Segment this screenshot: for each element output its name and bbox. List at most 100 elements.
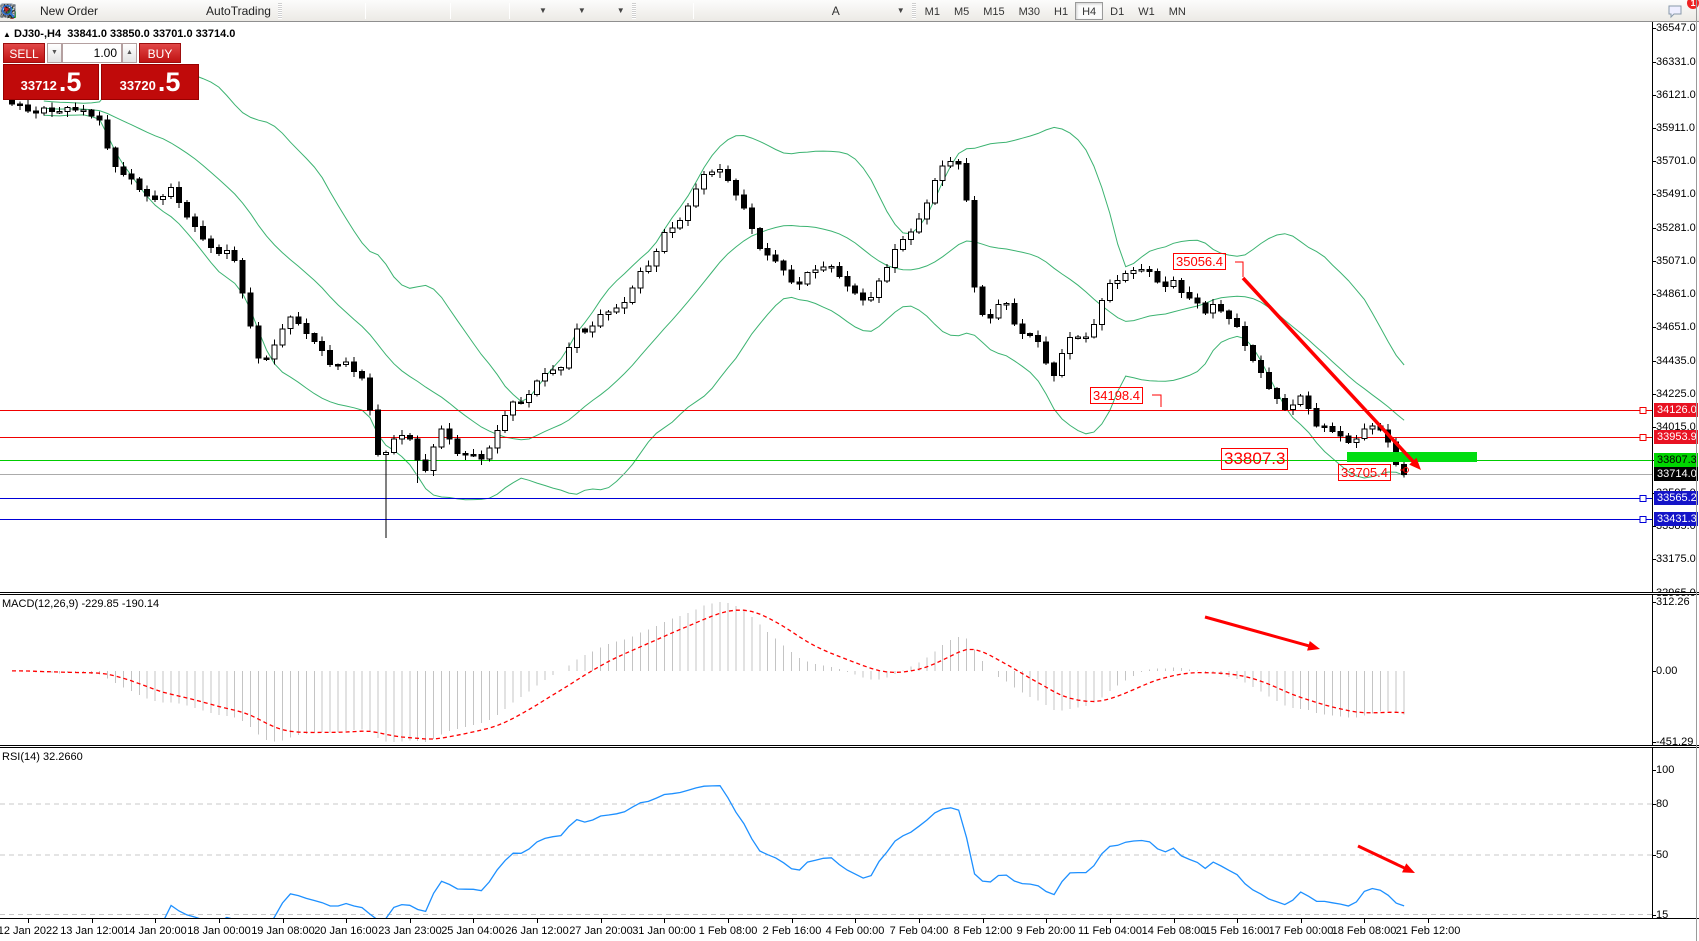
zoom-out-button[interactable] <box>1 1 421 21</box>
separator <box>364 2 366 19</box>
volume-decrease-button[interactable]: ▼ <box>47 43 62 63</box>
toolbar-grip <box>631 2 636 19</box>
vline-tool[interactable] <box>7 1 723 21</box>
cursor-tool[interactable] <box>4 1 664 21</box>
buy-price-frac: .5 <box>157 67 181 97</box>
timeframe-h1[interactable]: H1 <box>1054 5 1069 18</box>
autoscroll-button[interactable] <box>2 1 506 21</box>
time-tick-label: 7 Feb 04:00 <box>889 925 949 937</box>
tile-windows-icon <box>0 3 442 19</box>
time-tick-label: 27 Jan 20:00 <box>569 925 633 937</box>
shapes-icon <box>3 3 892 19</box>
tile-windows-button[interactable] <box>0 1 447 21</box>
candles-icon <box>1 3 331 19</box>
new-order-label: New Order <box>40 3 99 18</box>
zoom-in-button[interactable] <box>1 1 395 21</box>
window-right-border <box>1696 0 1697 941</box>
new-order-button[interactable]: New Order <box>1 1 103 21</box>
text-tool[interactable]: A <box>827 1 845 21</box>
timeframe-m5[interactable]: M5 <box>953 5 970 18</box>
time-tick-label: 31 Jan 00:00 <box>632 925 696 937</box>
chart-line-button[interactable] <box>1 1 362 21</box>
buy-price-main: 33720 <box>119 78 156 93</box>
price-axis[interactable] <box>1652 22 1699 918</box>
time-tick-label: 19 Jan 08:00 <box>251 925 315 937</box>
timeframe-h4[interactable]: H4 <box>1075 1 1104 20</box>
new-chart-button[interactable]: ▼ <box>0 1 552 21</box>
clock-icon <box>1 3 573 19</box>
indicators-button[interactable] <box>1 1 310 21</box>
time-tick-label: 4 Feb 00:00 <box>825 925 885 937</box>
zoom-in-icon <box>1 3 390 19</box>
gold-bar-icon <box>2 3 124 19</box>
dropdown-caret: ▼ <box>577 6 586 15</box>
sell-price-display[interactable]: 33712 .5 <box>3 64 99 100</box>
toolbar-grip <box>911 2 916 19</box>
volume-increase-button[interactable]: ▲ <box>122 43 137 63</box>
timeframe-group: M1 M5 M15 M30 H1 H4 D1 W1 MN <box>918 1 1193 20</box>
time-tick-label: 17 Feb 00:00 <box>1268 925 1334 937</box>
time-tick-label: 14 Jan 20:00 <box>123 925 187 937</box>
timeframe-m15[interactable]: M15 <box>983 5 1005 18</box>
search-icon <box>1 3 1662 19</box>
fibonacci-tool[interactable]: F <box>1 1 827 21</box>
time-tick-mark <box>1046 919 1047 923</box>
time-tick-mark <box>664 919 665 923</box>
time-tick-mark <box>28 919 29 923</box>
horizontal-line-icon <box>1 3 744 19</box>
cursor-icon <box>4 3 659 19</box>
time-tick-mark <box>219 919 220 923</box>
time-tick-label: 23 Jan 23:00 <box>378 925 442 937</box>
trendline-tool[interactable] <box>1 1 775 21</box>
time-tick-mark <box>601 919 602 923</box>
time-tick-label: 25 Jan 04:00 <box>441 925 505 937</box>
price-chart-canvas[interactable] <box>0 22 1652 596</box>
autotrading-button[interactable]: AutoTrading <box>1 1 276 21</box>
crosshair-icon <box>2 3 685 19</box>
rsi-panel-canvas[interactable] <box>0 748 1652 918</box>
arrows-tool[interactable]: ▼ <box>3 1 910 21</box>
chart-shift-button[interactable] <box>2 1 480 21</box>
timeframe-m30[interactable]: M30 <box>1018 5 1041 18</box>
panel-separator[interactable] <box>0 592 1699 595</box>
autoscroll-icon <box>2 3 501 19</box>
time-tick-mark <box>1364 919 1365 923</box>
panel-separator[interactable] <box>0 745 1699 748</box>
signals-button[interactable] <box>1 1 181 21</box>
chart-bars-button[interactable] <box>1 1 336 21</box>
zoom-out-icon <box>1 3 416 19</box>
time-tick-label: 26 Jan 12:00 <box>505 925 569 937</box>
line-chart-icon <box>1 3 357 19</box>
symbol-dropdown-arrow[interactable]: ▲ <box>3 30 11 39</box>
time-tick-label: 13 Jan 12:00 <box>60 925 124 937</box>
sell-button[interactable]: SELL <box>3 43 45 63</box>
autotrading-icon <box>1 3 202 19</box>
hline-tool[interactable] <box>1 1 749 21</box>
time-tick-label: 14 Feb 08:00 <box>1141 925 1207 937</box>
timeframe-d1[interactable]: D1 <box>1110 5 1125 18</box>
time-axis[interactable]: 12 Jan 2022 13 Jan 12:00 14 Jan 20:00 18 Ja… <box>0 918 1699 941</box>
chart-area[interactable]: 36547.0 36331.0 36121.0 35911.0 35701.0 35491… <box>0 22 1699 941</box>
notifications-button[interactable]: 1 <box>1667 0 1699 21</box>
community-button[interactable] <box>0 1 155 21</box>
volume-input[interactable]: 1.00 <box>62 43 122 63</box>
profiles-button[interactable]: ▼ <box>1 1 591 21</box>
label-tool[interactable]: T <box>1 1 871 21</box>
crosshair-tool[interactable] <box>2 1 690 21</box>
macd-panel-canvas[interactable] <box>0 595 1652 745</box>
buy-button[interactable]: BUY <box>139 43 181 63</box>
time-tick-label: 15 Feb 16:00 <box>1204 925 1270 937</box>
templates-button[interactable]: ▼ <box>0 1 630 21</box>
channel-tool[interactable]: E <box>0 1 801 21</box>
buy-price-display[interactable]: 33720 .5 <box>101 64 199 100</box>
time-tick-mark <box>1174 919 1175 923</box>
search-button[interactable] <box>1 1 1667 21</box>
timeframe-w1[interactable]: W1 <box>1138 5 1155 18</box>
sell-price-frac: .5 <box>58 67 82 97</box>
timeframe-m1[interactable]: M1 <box>924 5 940 18</box>
fibonacci-icon: F <box>1 3 822 19</box>
gold-button[interactable] <box>2 1 129 21</box>
timeframe-mn[interactable]: MN <box>1168 5 1186 18</box>
person-icon <box>0 3 150 19</box>
